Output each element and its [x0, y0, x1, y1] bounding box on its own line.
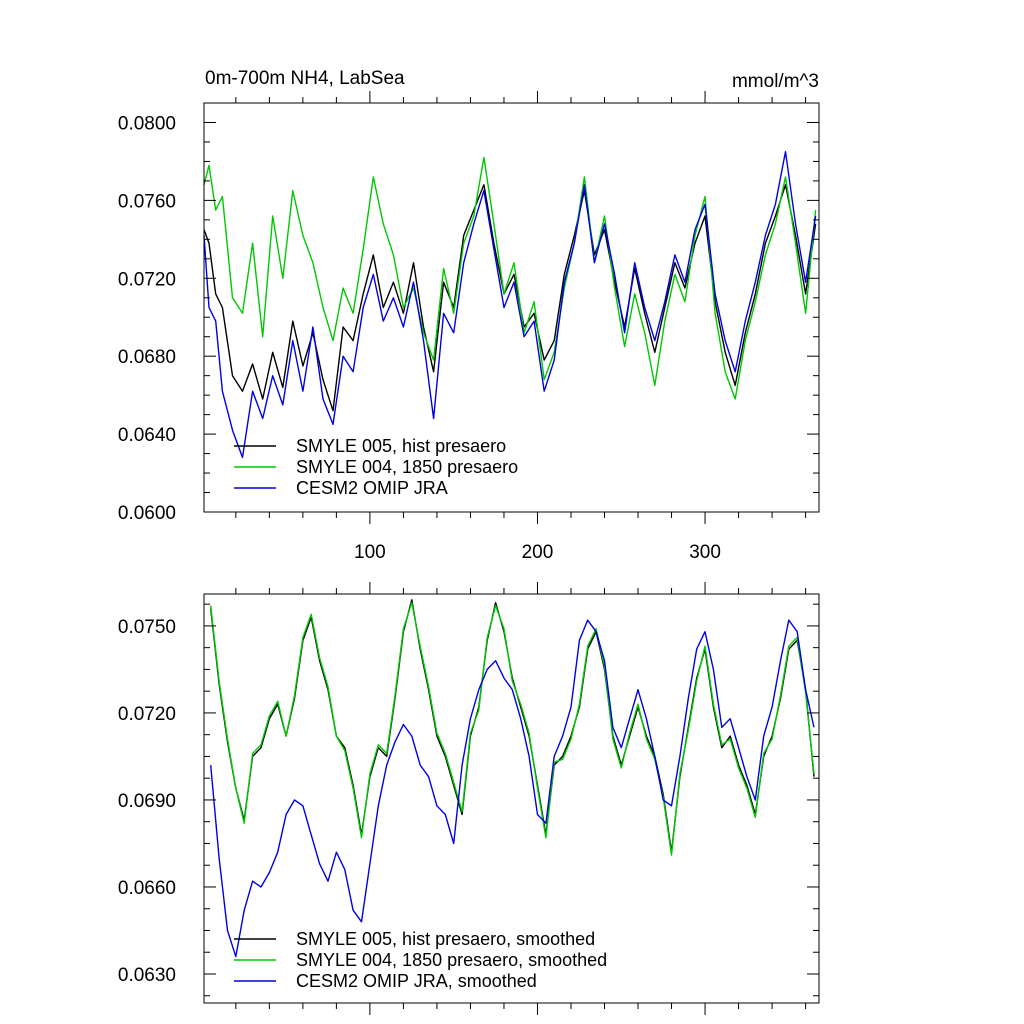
raw-x-tick-label-0: 100: [354, 542, 386, 563]
smoothed-panel: 0.0630 0.0660 0.0690 0.0720 0.0750 SMYLE 005,…: [118, 582, 820, 1015]
raw-y-tick-label-1: 0.0640: [118, 425, 176, 446]
smoothed-y-tick-label-2: 0.0690: [118, 791, 176, 812]
raw-y-tick-label-3: 0.0720: [118, 269, 176, 290]
smoothed-legend-label-1: SMYLE 004, 1850 presaero, smoothed: [296, 950, 607, 970]
raw-series-line-1: [203, 156, 817, 400]
raw-series-line-0: [203, 184, 817, 412]
smoothed-plot-frame: [203, 593, 820, 1004]
smoothed-y-tick-label-1: 0.0660: [118, 878, 176, 899]
raw-series-line-2: [203, 150, 817, 459]
raw-x-tick-label-1: 200: [522, 542, 554, 563]
raw-legend-label-1: SMYLE 004, 1850 presaero: [296, 457, 518, 477]
smoothed-series-line-1: [210, 602, 815, 856]
smoothed-legend-label-2: CESM2 OMIP JRA, smoothed: [296, 971, 537, 991]
smoothed-legend-label-0: SMYLE 005, hist presaero, smoothed: [296, 929, 595, 949]
raw-panel: 0m-700m NH4, LabSea mmol/m^3 0.0600 0.064…: [118, 68, 820, 563]
smoothed-series-line-2: [210, 619, 815, 958]
raw-title-left: 0m-700m NH4, LabSea: [205, 68, 405, 89]
raw-title-right: mmol/m^3: [732, 71, 819, 92]
smoothed-y-tick-label-3: 0.0720: [118, 704, 176, 725]
smoothed-y-tick-label-4: 0.0750: [118, 617, 176, 638]
raw-y-tick-label-0: 0.0600: [118, 503, 176, 524]
raw-y-tick-label-4: 0.0760: [118, 191, 176, 212]
raw-x-tick-label-2: 300: [689, 542, 721, 563]
raw-legend-label-0: SMYLE 005, hist presaero: [296, 436, 506, 456]
raw-legend-label-2: CESM2 OMIP JRA: [296, 478, 448, 498]
raw-plot-frame: [203, 102, 820, 513]
raw-y-tick-label-2: 0.0680: [118, 347, 176, 368]
smoothed-y-tick-label-0: 0.0630: [118, 965, 176, 986]
raw-y-tick-label-5: 0.0800: [118, 113, 176, 134]
